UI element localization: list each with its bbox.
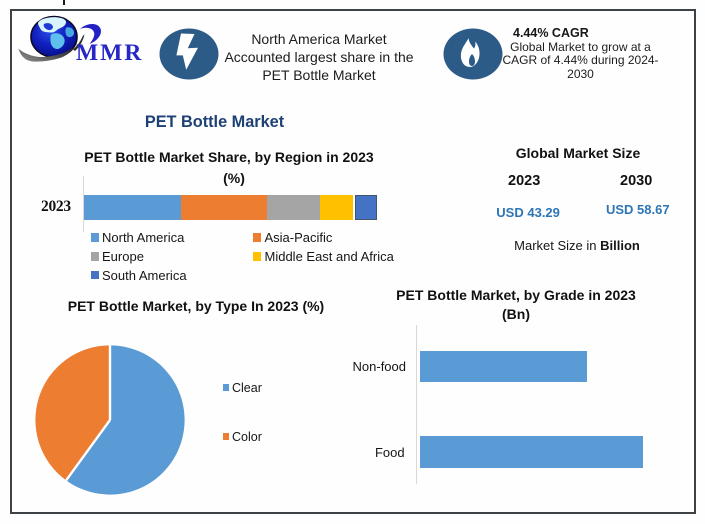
svg-text:MMR: MMR	[76, 40, 143, 66]
